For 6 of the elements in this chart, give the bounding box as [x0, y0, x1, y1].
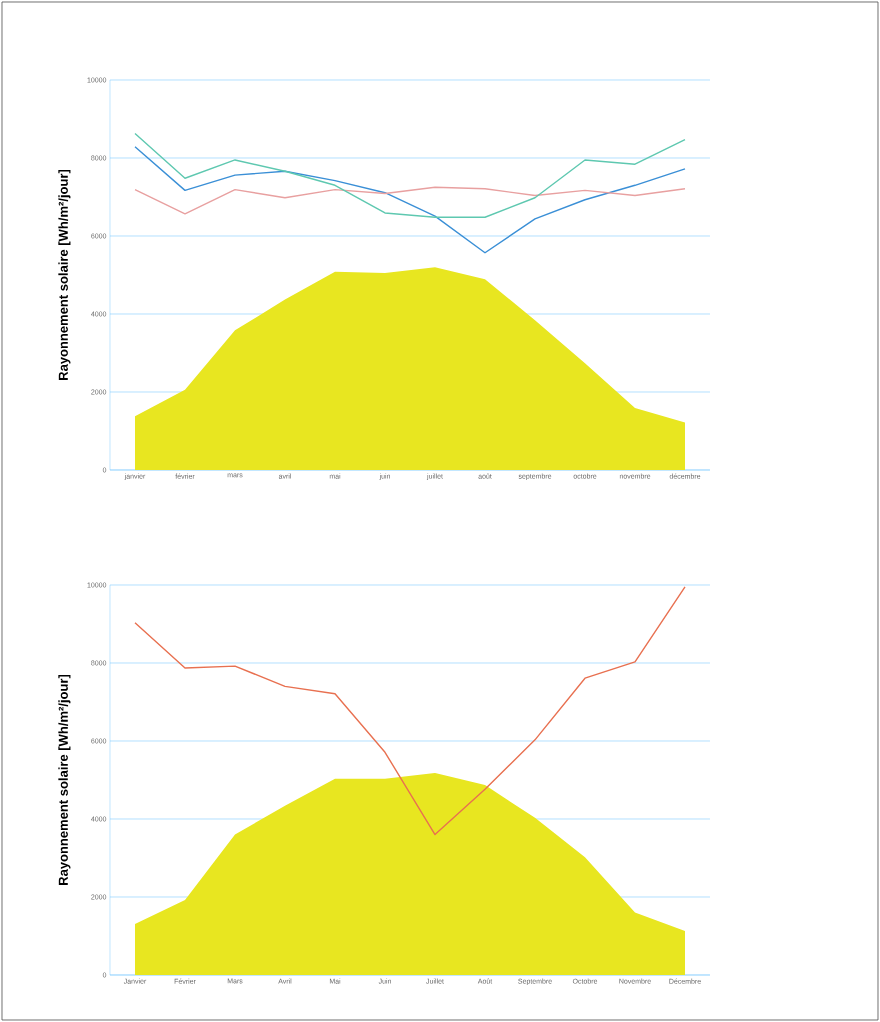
y-axis-title: Rayonnement solaire [Wh/m²/jour]: [58, 169, 71, 380]
line-series: [134, 132, 686, 218]
line-series: [134, 186, 686, 215]
y-axis-title: Rayonnement solaire [Wh/m²/jour]: [58, 674, 71, 885]
line-series: [134, 145, 686, 254]
line-series: [134, 586, 686, 836]
